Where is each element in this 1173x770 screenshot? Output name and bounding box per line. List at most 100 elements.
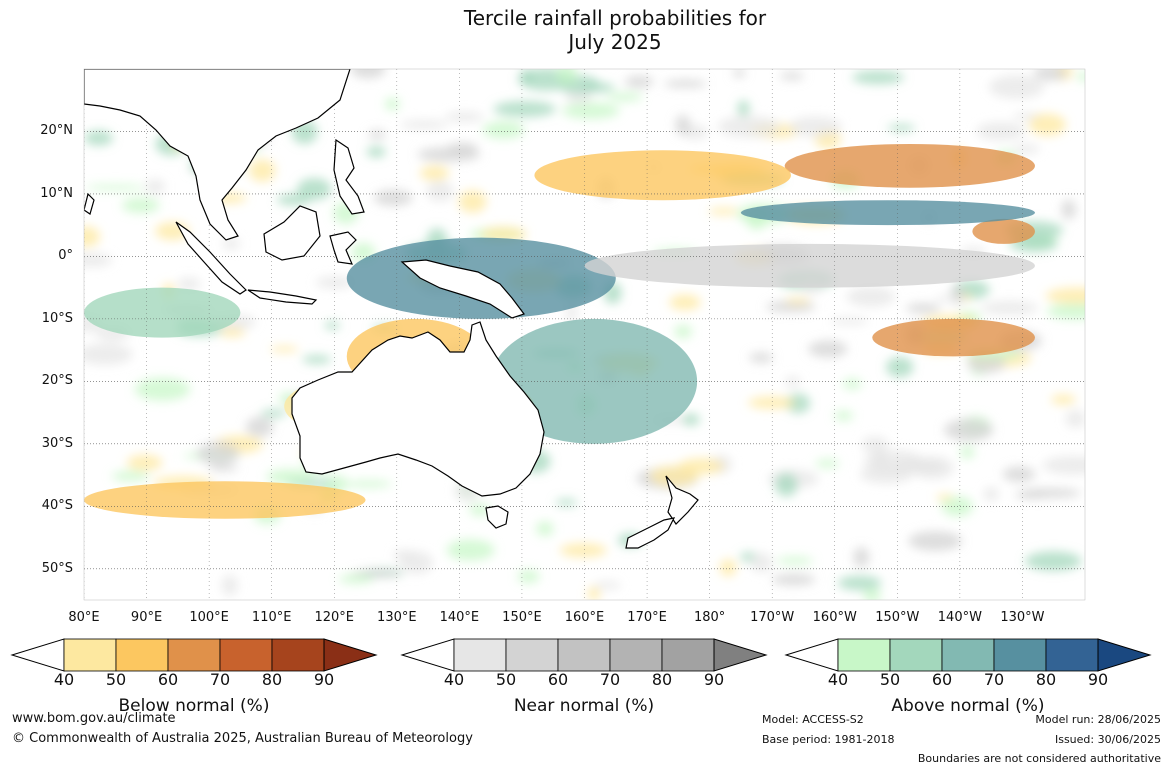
colorbar-above-normal-title: Above normal (%) bbox=[891, 696, 1045, 716]
texture-blob bbox=[779, 72, 805, 81]
texture-blob bbox=[606, 92, 643, 102]
texture-blob bbox=[400, 551, 433, 574]
texture-blob bbox=[445, 111, 485, 123]
lon-label: 160°E bbox=[564, 610, 605, 625]
lat-label: 10°S bbox=[41, 310, 73, 326]
texture-blob bbox=[556, 69, 578, 85]
texture-blob bbox=[732, 69, 746, 78]
colorbar-tick-label: 40 bbox=[443, 670, 465, 689]
texture-blob bbox=[493, 101, 556, 118]
texture-blob bbox=[219, 327, 246, 338]
texture-blob bbox=[908, 531, 963, 551]
borneo-coastline bbox=[263, 205, 321, 261]
colorbar-segment bbox=[505, 638, 559, 672]
colorbar-tick-label: 90 bbox=[703, 670, 725, 689]
texture-blob bbox=[276, 194, 311, 206]
texture-blob bbox=[834, 410, 854, 421]
texture-blob bbox=[84, 253, 113, 268]
texture-blob bbox=[675, 114, 691, 136]
texture-blob bbox=[134, 377, 191, 401]
lon-label: 150°W bbox=[875, 610, 920, 625]
texture-blob bbox=[624, 75, 654, 89]
texture-blob bbox=[594, 581, 622, 590]
texture-blob bbox=[517, 569, 540, 584]
texture-blob bbox=[943, 418, 994, 442]
colorbar-tick-label: 70 bbox=[209, 670, 231, 689]
lon-label: 140°E bbox=[439, 610, 480, 625]
lon-label: 180° bbox=[693, 610, 726, 625]
texture-blob bbox=[384, 97, 400, 111]
sri-lanka-coastline bbox=[84, 192, 95, 215]
base-period: Base period: 1981-2018 bbox=[762, 733, 895, 746]
texture-blob bbox=[121, 197, 160, 214]
texture-blob bbox=[559, 543, 607, 558]
lon-label: 150°E bbox=[502, 610, 542, 625]
colorbar-segment bbox=[609, 638, 663, 672]
texture-blob bbox=[84, 343, 133, 365]
lat-label: 20°S bbox=[41, 373, 73, 389]
texture-blob bbox=[555, 498, 578, 507]
copyright-notice: © Commonwealth of Australia 2025, Austra… bbox=[12, 731, 473, 746]
colorbar-segment bbox=[1045, 638, 1099, 672]
sumatra-coastline bbox=[175, 221, 247, 295]
probability-region-above-8 bbox=[490, 318, 698, 444]
texture-blob bbox=[345, 480, 392, 488]
colorbar-segment bbox=[557, 638, 611, 672]
texture-blob bbox=[446, 539, 495, 561]
colorbar-tick-label: 80 bbox=[1035, 670, 1057, 689]
texture-blob bbox=[1012, 144, 1040, 154]
texture-blob bbox=[338, 574, 374, 584]
texture-blob bbox=[196, 441, 240, 466]
probability-region-below-3 bbox=[872, 318, 1035, 357]
texture-blob bbox=[1028, 113, 1067, 136]
texture-blob bbox=[785, 393, 811, 414]
new-guinea-coastline bbox=[400, 259, 525, 319]
lat-label: 10°N bbox=[40, 185, 73, 201]
texture-blob bbox=[85, 184, 146, 191]
texture-blob bbox=[1076, 71, 1085, 82]
texture-blob bbox=[750, 552, 773, 573]
texture-blob bbox=[934, 295, 967, 302]
colorbar-tick-label: 60 bbox=[931, 670, 953, 689]
lon-label: 160°W bbox=[812, 610, 857, 625]
colorbar-tick-label: 80 bbox=[261, 670, 283, 689]
texture-blob bbox=[1020, 488, 1082, 499]
texture-blob bbox=[863, 588, 882, 600]
colorbar-segment bbox=[271, 638, 325, 672]
lon-label: 90°E bbox=[130, 610, 163, 625]
lon-label: 170°E bbox=[627, 610, 667, 625]
new-zealand-north-coastline bbox=[665, 475, 699, 525]
texture-blob bbox=[748, 352, 774, 363]
probability-region-above-9 bbox=[740, 200, 1035, 226]
texture-blob bbox=[145, 179, 166, 195]
colorbar-segment bbox=[63, 638, 117, 672]
texture-blob bbox=[936, 494, 953, 501]
texture-blob bbox=[776, 556, 814, 565]
texture-blob bbox=[366, 146, 386, 158]
colorbar-tick-label: 50 bbox=[879, 670, 901, 689]
colorbar-above-normal bbox=[784, 638, 1152, 672]
texture-blob bbox=[851, 70, 905, 85]
texture-blob bbox=[302, 355, 332, 364]
texture-blob bbox=[417, 147, 481, 162]
texture-blob bbox=[221, 574, 238, 596]
texture-blob bbox=[663, 79, 708, 89]
colorbar-segment bbox=[941, 638, 995, 672]
probability-region-below-2 bbox=[972, 218, 1035, 244]
colorbar-lower-triangle bbox=[400, 638, 455, 672]
source-url[interactable]: www.bom.gov.au/climate bbox=[12, 711, 176, 726]
texture-blob bbox=[1061, 199, 1077, 220]
texture-blob bbox=[886, 356, 914, 378]
lat-label: 50°S bbox=[41, 560, 73, 576]
lat-label: 20°N bbox=[40, 123, 73, 139]
rainfall-probability-map bbox=[83, 68, 1086, 601]
texture-blob bbox=[719, 559, 737, 577]
texture-blob bbox=[678, 458, 725, 475]
texture-blob bbox=[222, 237, 241, 250]
texture-blob bbox=[536, 521, 554, 537]
colorbar-below-normal bbox=[10, 638, 378, 672]
texture-blob bbox=[400, 120, 449, 130]
lon-label: 130°E bbox=[377, 610, 417, 625]
texture-blob bbox=[976, 122, 1026, 141]
model-run-date: Model run: 28/06/2025 bbox=[1035, 713, 1161, 726]
